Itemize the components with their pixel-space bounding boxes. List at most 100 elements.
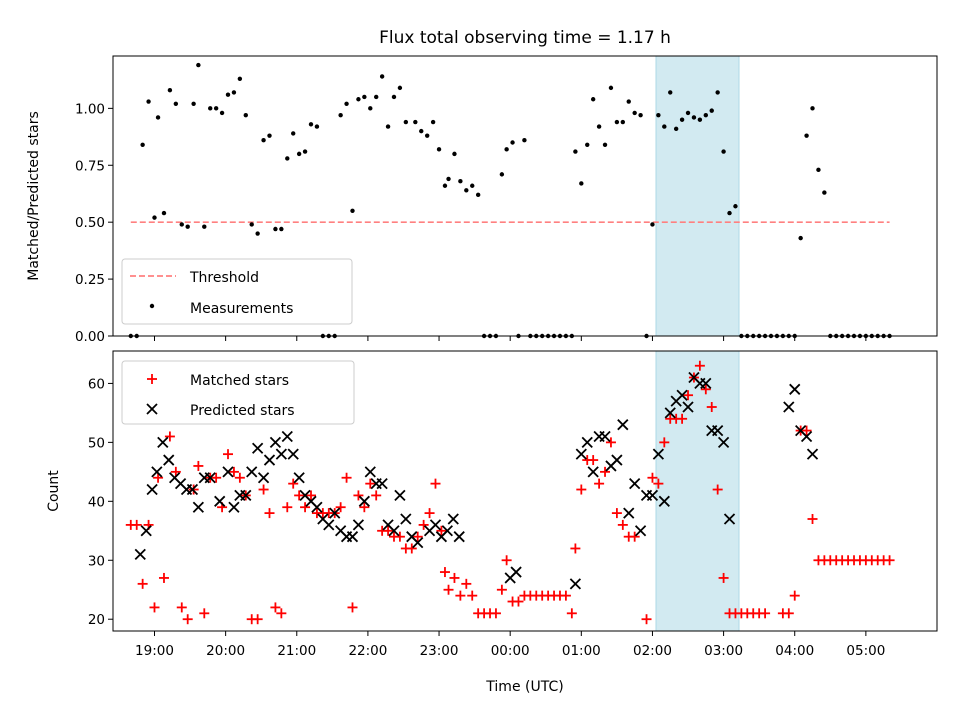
predicted-point [192, 501, 205, 513]
matched-point [611, 508, 622, 519]
matched-point [653, 478, 664, 489]
y-tick-label: 20 [88, 612, 105, 628]
measurement-point [356, 97, 361, 102]
x-b [723, 513, 736, 525]
x-tick-label: 20:00 [206, 643, 245, 659]
x-b [429, 519, 442, 531]
measurement-point [368, 106, 373, 111]
measurement-point [249, 222, 254, 227]
measurement-point [632, 110, 637, 116]
x-b [664, 407, 676, 419]
x-b [305, 495, 317, 507]
x-b [157, 436, 169, 449]
measurement-point [822, 190, 827, 195]
measurement-point [185, 224, 190, 229]
measurement-point [202, 224, 207, 229]
legend-matched-label: Matched stars [190, 373, 289, 389]
measurement-point [167, 87, 173, 93]
measurement-point [430, 119, 436, 125]
x-b [134, 548, 146, 561]
matched-point [683, 390, 694, 401]
x-b [406, 531, 418, 543]
x-b [222, 466, 234, 478]
predicted-point [240, 489, 252, 502]
predicted-point [246, 466, 258, 478]
x-b [394, 489, 406, 502]
matched-point [153, 472, 164, 483]
predicted-point [163, 454, 175, 466]
measurement-point [413, 119, 418, 125]
matched-point [282, 502, 293, 513]
matched-point [270, 602, 281, 613]
matched-point [496, 584, 507, 595]
measurement-point [620, 119, 626, 125]
x-b [682, 401, 694, 413]
predicted-point [263, 454, 276, 466]
x-b [789, 383, 801, 395]
measurement-point [196, 62, 201, 68]
measurement-point [585, 142, 590, 147]
measurement-point [446, 176, 451, 182]
matched-point [712, 484, 723, 495]
predicted-point [806, 448, 819, 460]
matched-point [182, 614, 193, 625]
matched-point [294, 490, 305, 501]
measurement-point [733, 204, 738, 209]
measurement-point [291, 131, 296, 136]
predicted-point [269, 436, 282, 449]
predicted-point [581, 436, 593, 449]
matched-point [193, 460, 204, 471]
measurement-point [614, 119, 620, 125]
measurement-point [213, 106, 219, 111]
matched-point [170, 466, 181, 477]
matched-point [228, 466, 239, 477]
x-b [329, 507, 341, 519]
matched-point [335, 502, 346, 513]
measurement-point [296, 151, 302, 157]
matched-point [264, 508, 275, 519]
predicted-point [634, 525, 647, 537]
matched-point [430, 478, 441, 489]
matched-point [807, 514, 818, 524]
matched-point [412, 531, 423, 542]
matched-point [560, 590, 571, 601]
x-b [299, 489, 311, 502]
measurement-point [344, 101, 349, 107]
measurement-point [709, 108, 714, 113]
measurement-point [573, 149, 578, 154]
count-legend-box [121, 360, 355, 425]
x-b [140, 525, 152, 537]
matched-point [449, 572, 460, 583]
predicted-point [723, 513, 736, 525]
predicted-point [204, 472, 216, 484]
matched-point [467, 590, 478, 601]
measurement-point [161, 210, 167, 216]
x-b [783, 401, 795, 413]
x-b [151, 466, 163, 478]
matched-point [418, 519, 429, 530]
matched-point [347, 602, 358, 613]
x-b [453, 531, 465, 543]
measurement-point [596, 124, 602, 129]
x-b [717, 436, 730, 449]
ratio-y-axis-label: Matched/Predicted stars [26, 111, 42, 281]
measurement-point [510, 140, 515, 145]
x-b [388, 525, 400, 537]
predicted-point [652, 448, 665, 460]
predicted-point [376, 477, 388, 490]
measurement-point [225, 92, 231, 97]
predicted-point [140, 525, 152, 537]
predicted-point [346, 531, 359, 543]
measurement-point [273, 226, 278, 232]
matched-point [884, 555, 895, 566]
x-b [352, 519, 365, 531]
x-b [275, 448, 287, 460]
x-tick-label: 04:00 [775, 643, 814, 659]
matched-point [629, 531, 640, 542]
matched-point [137, 578, 148, 589]
x-b [382, 519, 394, 531]
measurement-point [475, 192, 481, 198]
x-b [629, 477, 641, 490]
predicted-point [214, 495, 226, 507]
